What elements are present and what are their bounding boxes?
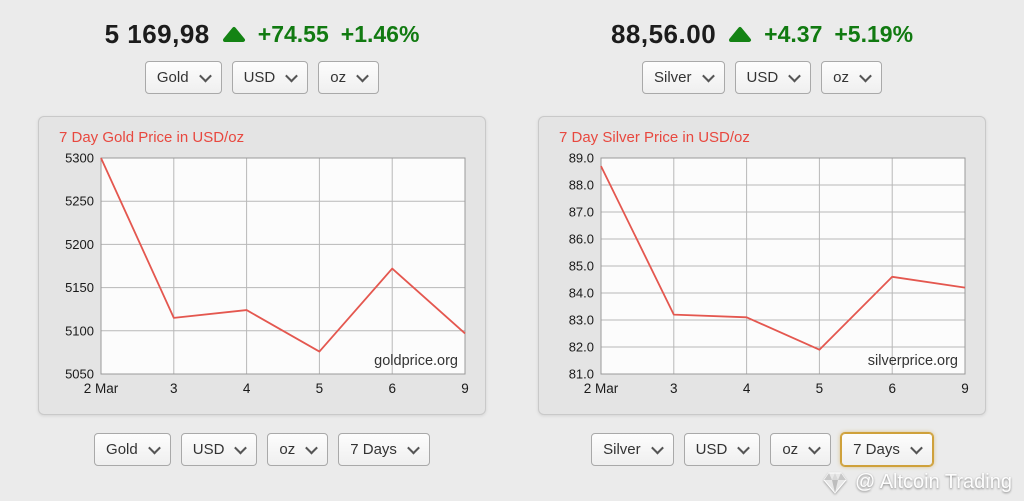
chevron-down-icon	[808, 441, 822, 455]
chevron-down-icon	[198, 69, 212, 83]
svg-text:5: 5	[316, 381, 324, 396]
silver-price-chart: 89.0 88.0 87.0 86.0 85.0 84.0 83.0 82.0 81.02 Ma…	[569, 151, 969, 397]
select-value: Silver	[603, 441, 641, 458]
watermark-text: @ Altcoin Trading	[854, 471, 1012, 493]
svg-text:5100: 5100	[65, 323, 94, 338]
silver-currency-select-bottom[interactable]: USD	[683, 433, 761, 466]
svg-text:6: 6	[888, 381, 896, 396]
svg-text:4: 4	[743, 381, 751, 396]
select-value: USD	[192, 441, 225, 458]
svg-text:goldprice.org: goldprice.org	[374, 353, 458, 369]
select-value: USD	[746, 69, 779, 86]
svg-text:85.0: 85.0	[569, 259, 594, 274]
silver-unit-select[interactable]: oz	[821, 61, 883, 94]
svg-text:5150: 5150	[65, 280, 94, 295]
gold-widget: 5 169,98 +74.55 +1.46% Gold USD oz 7 Day…	[38, 14, 486, 466]
svg-text:89.0: 89.0	[569, 151, 594, 166]
select-value: oz	[279, 441, 296, 458]
gold-unit-select[interactable]: oz	[318, 61, 380, 94]
select-value: 7 Days	[853, 441, 900, 458]
svg-text:87.0: 87.0	[569, 205, 594, 220]
silver-chart-title: 7 Day Silver Price in USD/oz	[559, 129, 750, 146]
up-arrow-icon	[728, 26, 752, 43]
altcoin-trading-watermark: @ Altcoin Trading	[823, 471, 1012, 494]
svg-text:88.0: 88.0	[569, 178, 594, 193]
chevron-down-icon	[234, 441, 248, 455]
silver-metal-select-bottom[interactable]: Silver	[591, 433, 674, 466]
gold-bottom-selects: Gold USD oz 7 Days	[94, 433, 430, 466]
silver-period-select[interactable]: 7 Days	[841, 433, 933, 466]
gold-price: 5 169,98	[104, 18, 210, 49]
svg-text:4: 4	[243, 381, 251, 396]
chevron-down-icon	[859, 69, 872, 83]
svg-text:5300: 5300	[65, 151, 94, 166]
up-arrow-icon	[222, 26, 246, 43]
chevron-down-icon	[285, 69, 299, 83]
svg-text:81.0: 81.0	[569, 367, 594, 382]
gold-chart-panel: 7 Day Gold Price in USD/oz 5300 5250 5200 5…	[38, 116, 486, 415]
chevron-down-icon	[407, 441, 420, 455]
svg-text:3: 3	[670, 381, 678, 396]
svg-text:9: 9	[461, 381, 469, 396]
silver-widget: 88,56.00 +4.37 +5.19% Silver USD oz 7 Da…	[538, 14, 986, 466]
chevron-down-icon	[788, 69, 802, 83]
gold-period-select[interactable]: 7 Days	[338, 433, 430, 466]
select-value: Gold	[106, 441, 138, 458]
silver-chart-panel: 7 Day Silver Price in USD/oz 89.0 88.0 87.…	[538, 116, 986, 415]
svg-text:5050: 5050	[65, 367, 94, 382]
gold-metal-select-bottom[interactable]: Gold	[94, 433, 171, 466]
svg-text:5250: 5250	[65, 194, 94, 209]
svg-text:9: 9	[961, 381, 969, 396]
gold-price-change-percent: +1.46%	[340, 20, 420, 47]
gold-top-selects: Gold USD oz	[144, 61, 380, 94]
svg-text:silverprice.org: silverprice.org	[868, 353, 958, 369]
widget-columns: 5 169,98 +74.55 +1.46% Gold USD oz 7 Day…	[38, 14, 986, 466]
silver-top-selects: Silver USD oz	[641, 61, 883, 94]
silver-price-change: +4.37	[764, 20, 823, 47]
silver-bottom-selects: Silver USD oz 7 Days	[591, 433, 933, 466]
select-value: Gold	[156, 69, 189, 86]
select-value: USD	[243, 69, 276, 86]
svg-text:2 Mar: 2 Mar	[84, 381, 119, 396]
silver-unit-select-bottom[interactable]: oz	[770, 433, 832, 466]
gold-unit-select-bottom[interactable]: oz	[267, 433, 329, 466]
gold-currency-select[interactable]: USD	[231, 61, 309, 94]
silver-currency-select[interactable]: USD	[734, 61, 812, 94]
select-value: Silver	[653, 69, 692, 86]
select-value: 7 Days	[350, 441, 397, 458]
gold-price-change: +74.55	[257, 20, 329, 47]
chevron-down-icon	[737, 441, 751, 455]
select-value: USD	[695, 441, 728, 458]
svg-text:84.0: 84.0	[569, 286, 594, 301]
silver-price: 88,56.00	[610, 18, 717, 49]
svg-text:82.0: 82.0	[569, 340, 594, 355]
select-value: oz	[330, 69, 347, 86]
chevron-down-icon	[147, 441, 161, 455]
svg-text:83.0: 83.0	[569, 313, 594, 328]
gold-currency-select-bottom[interactable]: USD	[180, 433, 258, 466]
svg-text:86.0: 86.0	[569, 232, 594, 247]
svg-text:6: 6	[388, 381, 396, 396]
chevron-down-icon	[305, 441, 319, 455]
svg-text:2 Mar: 2 Mar	[584, 381, 619, 396]
chevron-down-icon	[909, 441, 923, 455]
gold-price-row: 5 169,98 +74.55 +1.46%	[105, 14, 420, 54]
select-value: oz	[782, 441, 799, 458]
gold-chart-title: 7 Day Gold Price in USD/oz	[59, 129, 245, 146]
select-value: oz	[833, 69, 850, 86]
gold-metal-select[interactable]: Gold	[144, 61, 222, 94]
silver-price-change-percent: +5.19%	[834, 20, 914, 47]
svg-text:5200: 5200	[65, 237, 94, 252]
chevron-down-icon	[650, 441, 664, 455]
svg-text:5: 5	[816, 381, 824, 396]
diamond-icon	[823, 472, 847, 494]
silver-price-row: 88,56.00 +4.37 +5.19%	[611, 14, 913, 54]
svg-text:3: 3	[170, 381, 178, 396]
chevron-down-icon	[356, 69, 369, 83]
chevron-down-icon	[701, 69, 715, 83]
silver-metal-select[interactable]: Silver	[641, 61, 725, 94]
